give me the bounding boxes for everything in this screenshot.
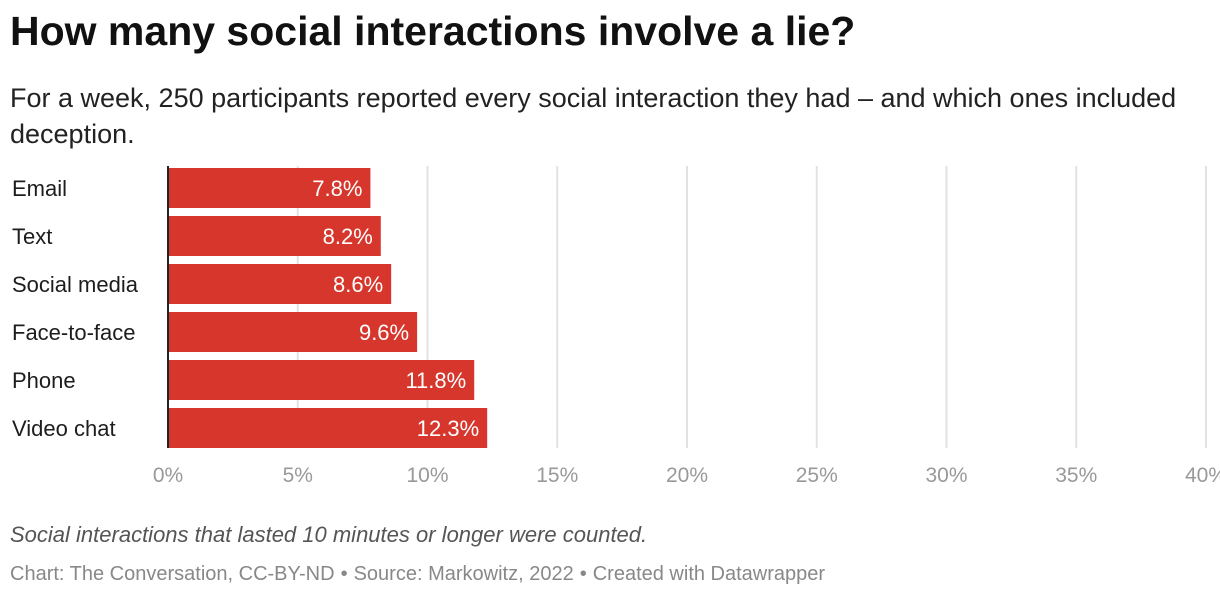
bar	[168, 408, 488, 448]
category-label: Face-to-face	[12, 320, 136, 345]
bar-value-label: 8.6%	[333, 272, 383, 297]
credit-separator: •	[340, 563, 348, 585]
category-label: Email	[12, 176, 67, 201]
x-tick-label: 40%	[1185, 464, 1220, 487]
bar	[168, 312, 418, 352]
bar-value-label: 8.2%	[323, 224, 373, 249]
credit-separator: •	[579, 563, 587, 585]
chart-credits: Chart: The Conversation, CC-BY-ND • Source…	[10, 563, 825, 586]
bar-value-label: 9.6%	[359, 320, 409, 345]
x-tick-label: 0%	[153, 464, 183, 487]
chart-note: Social interactions that lasted 10 minut…	[10, 522, 648, 547]
credit-chart: Chart: The Conversation, CC-BY-ND	[10, 563, 335, 585]
x-tick-label: 10%	[406, 464, 448, 487]
x-tick-label: 5%	[283, 464, 313, 487]
category-label: Text	[12, 224, 52, 249]
category-label: Video chat	[12, 416, 116, 441]
x-tick-label: 15%	[536, 464, 578, 487]
bar-value-label: 12.3%	[417, 416, 479, 441]
bar	[168, 216, 381, 256]
bar	[168, 360, 475, 400]
chart-subtitle: For a week, 250 participants reported ev…	[10, 83, 1177, 149]
x-tick-label: 35%	[1055, 464, 1097, 487]
x-tick-label: 20%	[666, 464, 708, 487]
chart-title: How many social interactions involve a l…	[10, 8, 856, 54]
bar-value-label: 7.8%	[312, 176, 362, 201]
bar-value-label: 11.8%	[405, 368, 466, 393]
bar-chart: 0% 5% 10% 15% 20% 25% 30% 35% 40% Email 7.8% Text 8.…	[12, 166, 1220, 487]
bar	[168, 168, 371, 208]
category-label: Social media	[12, 272, 139, 297]
credit-source: Source: Markowitz, 2022	[353, 563, 574, 585]
bar	[168, 264, 392, 304]
x-tick-label: 30%	[925, 464, 967, 487]
credit-created: Created with Datawrapper	[592, 563, 826, 585]
category-label: Phone	[12, 368, 76, 393]
x-tick-label: 25%	[796, 464, 838, 487]
